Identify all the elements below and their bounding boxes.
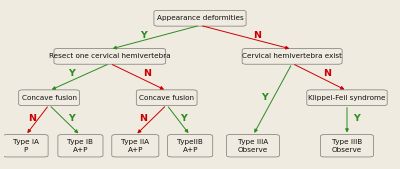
Text: N: N <box>323 69 331 78</box>
Text: Y: Y <box>140 31 146 40</box>
Text: Y: Y <box>180 114 187 123</box>
Text: Klippel-Feil syndrome: Klippel-Feil syndrome <box>308 95 386 101</box>
FancyBboxPatch shape <box>136 90 197 106</box>
FancyBboxPatch shape <box>112 135 159 157</box>
FancyBboxPatch shape <box>226 135 279 157</box>
Text: Appearance deformities: Appearance deformities <box>157 15 243 21</box>
Text: Resect one cervical hemivertebra: Resect one cervical hemivertebra <box>49 53 171 59</box>
Text: N: N <box>28 114 36 123</box>
Text: TypeIIB
A+P: TypeIIB A+P <box>177 139 203 153</box>
FancyBboxPatch shape <box>19 90 80 106</box>
Text: Type IIIB
Observe: Type IIIB Observe <box>332 139 362 153</box>
Text: Y: Y <box>261 93 268 102</box>
Text: N: N <box>253 31 261 40</box>
Text: Y: Y <box>353 114 359 123</box>
Text: N: N <box>139 114 147 123</box>
Text: Cervical hemivertebra exist: Cervical hemivertebra exist <box>242 53 342 59</box>
FancyBboxPatch shape <box>54 49 166 64</box>
FancyBboxPatch shape <box>242 49 342 64</box>
FancyBboxPatch shape <box>307 90 387 106</box>
FancyBboxPatch shape <box>58 135 103 157</box>
Text: Type IIIA
Observe: Type IIIA Observe <box>238 139 268 153</box>
Text: N: N <box>143 69 151 78</box>
Text: Type IA
P: Type IA P <box>12 139 38 153</box>
FancyBboxPatch shape <box>168 135 213 157</box>
Text: Concave fusion: Concave fusion <box>22 95 76 101</box>
Text: Type IB
A+P: Type IB A+P <box>68 139 94 153</box>
Text: Type IIA
A+P: Type IIA A+P <box>121 139 149 153</box>
FancyBboxPatch shape <box>154 10 246 26</box>
FancyBboxPatch shape <box>320 135 374 157</box>
Text: Y: Y <box>68 69 75 78</box>
FancyBboxPatch shape <box>3 135 48 157</box>
Text: Concave fusion: Concave fusion <box>139 95 194 101</box>
Text: Y: Y <box>68 114 75 123</box>
